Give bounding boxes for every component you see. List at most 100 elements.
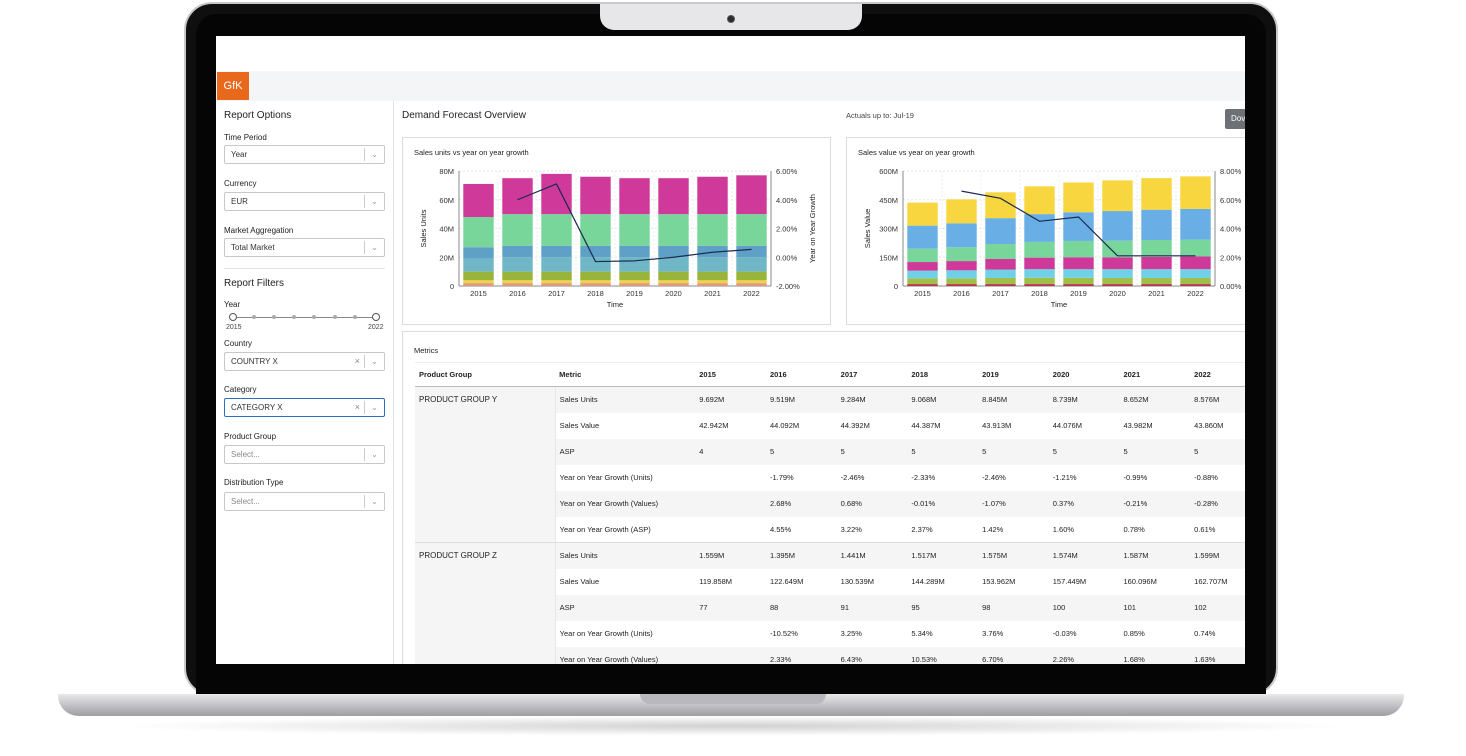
- x-tick-label: 2018: [1031, 289, 1048, 298]
- sales-units-chart: 0 20M 40M 60M 80M -2.00% 0.00% 2.00% 4.00% 6.00% 2…: [419, 167, 817, 309]
- country-select[interactable]: COUNTRY X × ⌄: [224, 352, 385, 371]
- value-cell: 1.599M: [1190, 542, 1245, 569]
- x-tick-label: 2021: [704, 289, 721, 298]
- chevron-down-icon[interactable]: ⌄: [364, 195, 384, 208]
- column-header[interactable]: Metric: [555, 362, 696, 387]
- bar-segment: [1102, 277, 1133, 285]
- category-select[interactable]: CATEGORY X × ⌄: [224, 398, 385, 417]
- clear-icon[interactable]: ×: [354, 356, 360, 366]
- bar-segment: [541, 257, 572, 272]
- bar-segment: [1180, 176, 1211, 209]
- bar-segment: [907, 248, 938, 263]
- product-group-select[interactable]: Select... ⌄: [224, 445, 385, 464]
- app-screen: GfK Report Options Time Period Year ⌄ Cu…: [216, 36, 1245, 664]
- currency-select[interactable]: EUR ⌄: [224, 192, 385, 211]
- value-cell: 157.449M: [1052, 577, 1087, 586]
- value-cell: [695, 646, 766, 664]
- bar-segment: [946, 261, 977, 271]
- y-axis-label: Sales Value: [863, 209, 872, 248]
- value-cell: 5: [907, 438, 979, 465]
- chevron-down-icon[interactable]: ⌄: [364, 448, 384, 461]
- value-cell: 9.068M: [907, 386, 979, 413]
- time-period-select[interactable]: Year ⌄: [224, 145, 385, 164]
- bar-segment: [736, 214, 767, 246]
- value-cell: 8.739M: [1048, 386, 1120, 413]
- y-tick-label: 600M: [879, 167, 898, 176]
- chevron-down-icon[interactable]: ⌄: [364, 148, 384, 161]
- value-cell: 1.517M: [907, 542, 979, 569]
- value-cell: -1.21%: [1052, 473, 1077, 482]
- bar-segment: [1063, 284, 1094, 286]
- value-cell: [695, 516, 766, 543]
- metrics-table: Product Group Metric 2015 2016 2017 2018 2019 2…: [415, 362, 1245, 664]
- chevron-down-icon[interactable]: ⌄: [364, 241, 384, 254]
- column-header[interactable]: Product Group: [415, 362, 556, 387]
- value-cell: -0.88%: [1194, 473, 1218, 482]
- bar-segment: [658, 214, 689, 246]
- table-row: Sales Value 119.858M 122.649M 130.539M 144.2…: [415, 569, 1245, 595]
- value-cell: 44.387M: [911, 421, 941, 430]
- market-aggregation-select[interactable]: Total Market ⌄: [224, 238, 385, 257]
- value-cell: 8.652M: [1119, 386, 1191, 413]
- sales-value-chart-card: Sales value vs year on year growth 0 150M…: [846, 137, 1245, 325]
- value-cell: 5: [1190, 438, 1245, 465]
- bar-segment: [580, 283, 611, 286]
- value-cell: 5: [1119, 438, 1191, 465]
- value-cell: 0.85%: [1123, 629, 1145, 638]
- bar-segment: [658, 283, 689, 286]
- metric-cell: ASP: [555, 594, 696, 621]
- laptop-shadow: [110, 716, 1356, 736]
- column-header[interactable]: 2022: [1190, 362, 1245, 387]
- value-cell: 10.53%: [907, 646, 979, 664]
- bar-segment: [619, 245, 650, 258]
- column-header[interactable]: 2021: [1119, 362, 1191, 387]
- year-slider-max-label: 2022: [368, 324, 384, 331]
- value-cell: 1.68%: [1119, 646, 1191, 664]
- bar-segment: [946, 270, 977, 279]
- year-slider-max-handle[interactable]: [372, 313, 380, 321]
- value-cell: 5: [1048, 438, 1120, 465]
- table-row: Year on Year Growth (ASP) 4.55% 3.22% 2.37%…: [415, 516, 1245, 543]
- column-header[interactable]: 2019: [978, 362, 1049, 387]
- value-cell: 153.962M: [982, 577, 1016, 586]
- bar-segment: [907, 202, 938, 226]
- metrics-card: Metrics Product Group Metric 2015 2016 2017 2…: [402, 331, 1245, 664]
- country-value: COUNTRY X: [231, 357, 278, 366]
- column-header[interactable]: 2015: [695, 362, 766, 387]
- market-aggregation-label: Market Aggregation: [224, 226, 294, 235]
- chevron-down-icon[interactable]: ⌄: [364, 495, 384, 508]
- distribution-type-select[interactable]: Select... ⌄: [224, 492, 385, 511]
- column-header[interactable]: 2020: [1048, 362, 1120, 387]
- x-tick-label: 2020: [1109, 289, 1126, 298]
- chevron-down-icon[interactable]: ⌄: [364, 355, 384, 368]
- bar-segment: [907, 270, 938, 279]
- column-header[interactable]: 2018: [907, 362, 979, 387]
- value-cell: 43.982M: [1123, 421, 1153, 430]
- value-cell: [695, 490, 766, 517]
- bar-segment: [946, 223, 977, 248]
- gfk-logo[interactable]: GfK: [217, 72, 249, 100]
- page-title: Demand Forecast Overview: [402, 110, 526, 121]
- bar-segment: [697, 271, 728, 281]
- column-header[interactable]: 2016: [765, 362, 837, 387]
- value-cell: -0.28%: [1190, 490, 1245, 517]
- value-cell: 3.22%: [836, 516, 908, 543]
- x-axis-label: Time: [607, 300, 623, 309]
- year-slider-track[interactable]: [233, 317, 376, 318]
- value-cell: 9.519M: [765, 386, 837, 413]
- column-header[interactable]: 2017: [836, 362, 908, 387]
- bar-segment: [985, 277, 1016, 285]
- metric-cell: Sales Value: [559, 577, 600, 586]
- download-button[interactable]: Dov: [1225, 109, 1245, 129]
- clear-icon[interactable]: ×: [354, 402, 360, 412]
- bar-segment: [1180, 256, 1211, 270]
- metric-cell: Year on Year Growth (Units): [559, 473, 653, 482]
- bar-segment: [1180, 208, 1211, 240]
- y-tick-label: 150M: [879, 253, 898, 262]
- year-slider-tick: [292, 315, 296, 319]
- chevron-down-icon[interactable]: ⌄: [364, 401, 384, 414]
- value-cell: 1.395M: [765, 542, 837, 569]
- bar-segment: [502, 257, 533, 272]
- bar-segment: [1063, 277, 1094, 285]
- year-slider-min-handle[interactable]: [229, 313, 237, 321]
